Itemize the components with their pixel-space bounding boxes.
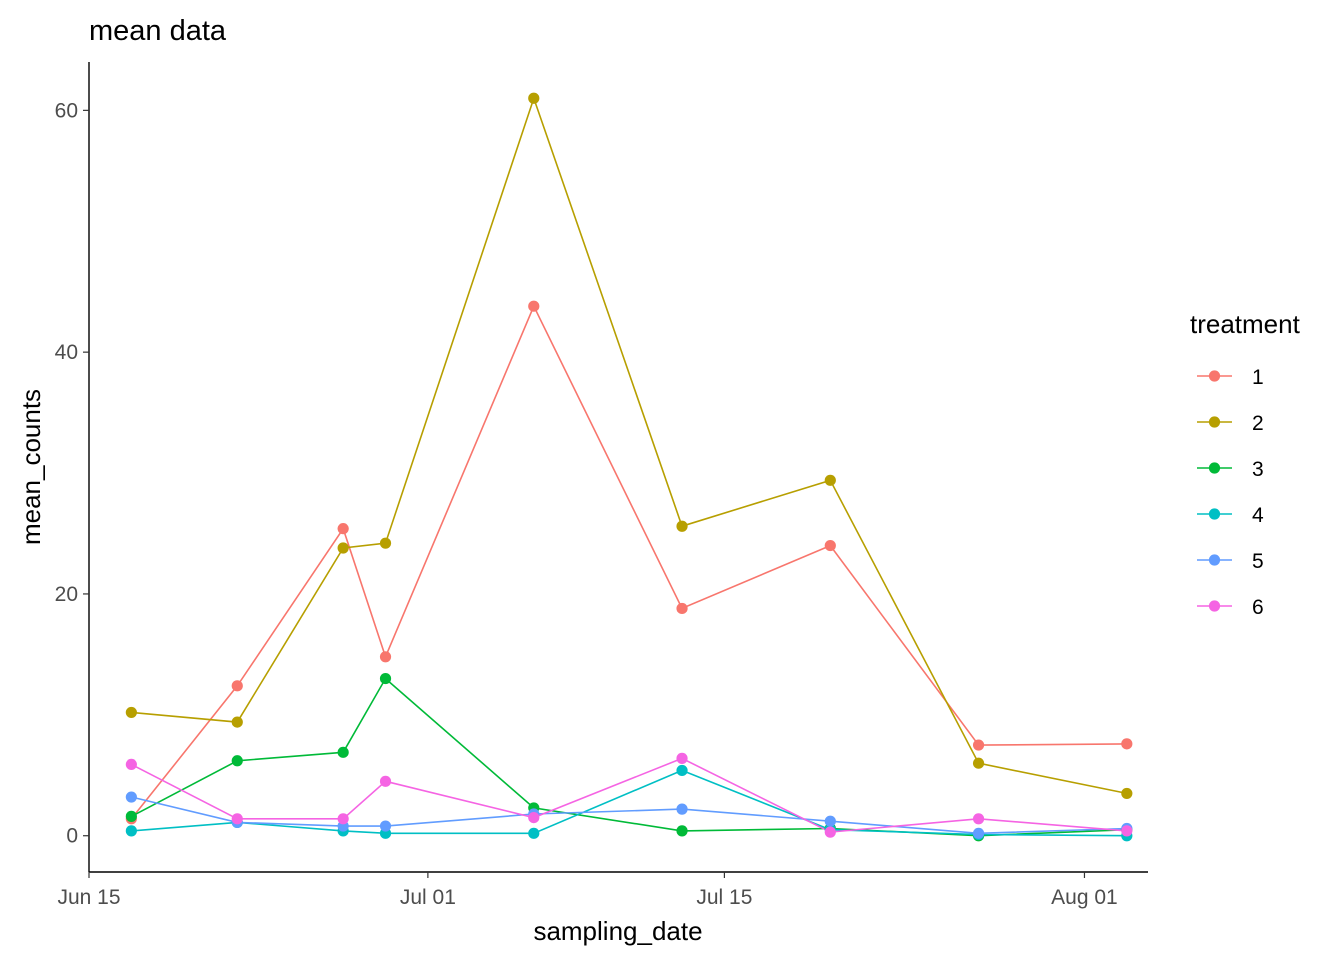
series-4-point [676,764,688,777]
x-axis-label: sampling_date [533,916,702,946]
series-5-point [972,827,985,839]
series-3-point [337,746,349,758]
chart-title: mean data [89,15,227,47]
series-5-point [824,815,836,827]
series-1-point [1121,738,1133,750]
series-2-point [1121,787,1133,800]
series-1-point [337,523,349,535]
legend-item-3: 3 [1197,458,1264,481]
series-4-point [528,827,540,839]
legend-marker [1208,370,1221,382]
x-axis-ticks: Jun 15 Jul 01 Jul 15 Aug 01 [57,872,1118,909]
series-6-point [676,752,688,764]
legend-label: 2 [1252,412,1264,435]
y-axis-label: mean_counts [16,389,46,545]
legend-marker [1208,416,1221,428]
x-tick-label: Jul 01 [400,886,456,909]
legend-marker [1208,508,1221,520]
series-1-point [676,602,688,615]
series-4-point [125,825,137,837]
legend-item-4: 4 [1197,504,1264,527]
y-tick-label: 40 [55,341,78,364]
series-2-point [125,706,137,719]
series-5-point [125,791,137,803]
legend-item-5: 5 [1197,550,1264,573]
series-3-point [231,755,243,767]
y-tick-label: 0 [66,825,78,848]
plot-series [125,92,1133,842]
series-2-line [131,95,1127,795]
series-2-point [379,537,392,549]
legend-label: 6 [1252,596,1264,619]
series-5-point [676,803,688,815]
series-1-point [824,539,836,552]
series-5-point [379,820,392,832]
x-tick-label: Jun 15 [57,886,120,909]
series-6-point [528,811,540,824]
series-2-point [972,757,985,769]
series-3-point [379,672,392,685]
series-2-point [676,520,688,532]
x-tick-label: Jul 15 [696,886,752,909]
legend-marker [1208,462,1221,474]
y-tick-label: 60 [55,99,78,122]
series-6-point [1121,825,1133,837]
legend-title: treatment [1190,309,1301,339]
series-6-point [972,813,985,825]
legend-label: 1 [1252,366,1264,389]
x-tick-label: Aug 01 [1051,886,1118,909]
series-2-point [824,474,836,486]
series-1-point [528,300,540,312]
legend: treatment 1 2 3 4 5 6 [1190,309,1301,619]
series-3-point [125,810,137,822]
legend-marker [1208,600,1221,612]
legend-marker [1208,554,1221,566]
series-2-point [528,92,540,104]
series-6-point [231,813,243,825]
series-1-point [379,651,392,663]
y-axis-ticks: 0 20 40 60 [55,99,89,848]
legend-item-6: 6 [1197,596,1264,619]
legend-label: 5 [1252,550,1264,573]
series-2-point [231,716,243,728]
legend-item-2: 2 [1197,412,1264,435]
legend-label: 4 [1252,504,1264,527]
legend-item-1: 1 [1197,366,1264,389]
series-6-point [379,775,392,787]
series-1-point [231,680,243,692]
legend-items: 1 2 3 4 5 6 [1197,366,1264,619]
series-3-line [131,677,1127,837]
y-tick-label: 20 [55,583,78,606]
series-1-point [972,739,985,751]
series-6-point [337,813,349,825]
legend-label: 3 [1252,458,1264,481]
series-6-point [824,826,836,838]
series-2-point [337,542,349,554]
series-6-point [125,758,137,771]
series-3-point [676,825,688,837]
